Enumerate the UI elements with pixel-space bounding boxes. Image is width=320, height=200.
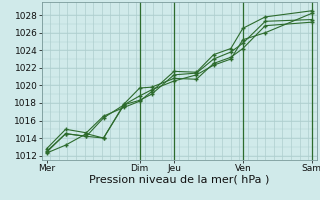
- X-axis label: Pression niveau de la mer( hPa ): Pression niveau de la mer( hPa ): [89, 175, 269, 185]
